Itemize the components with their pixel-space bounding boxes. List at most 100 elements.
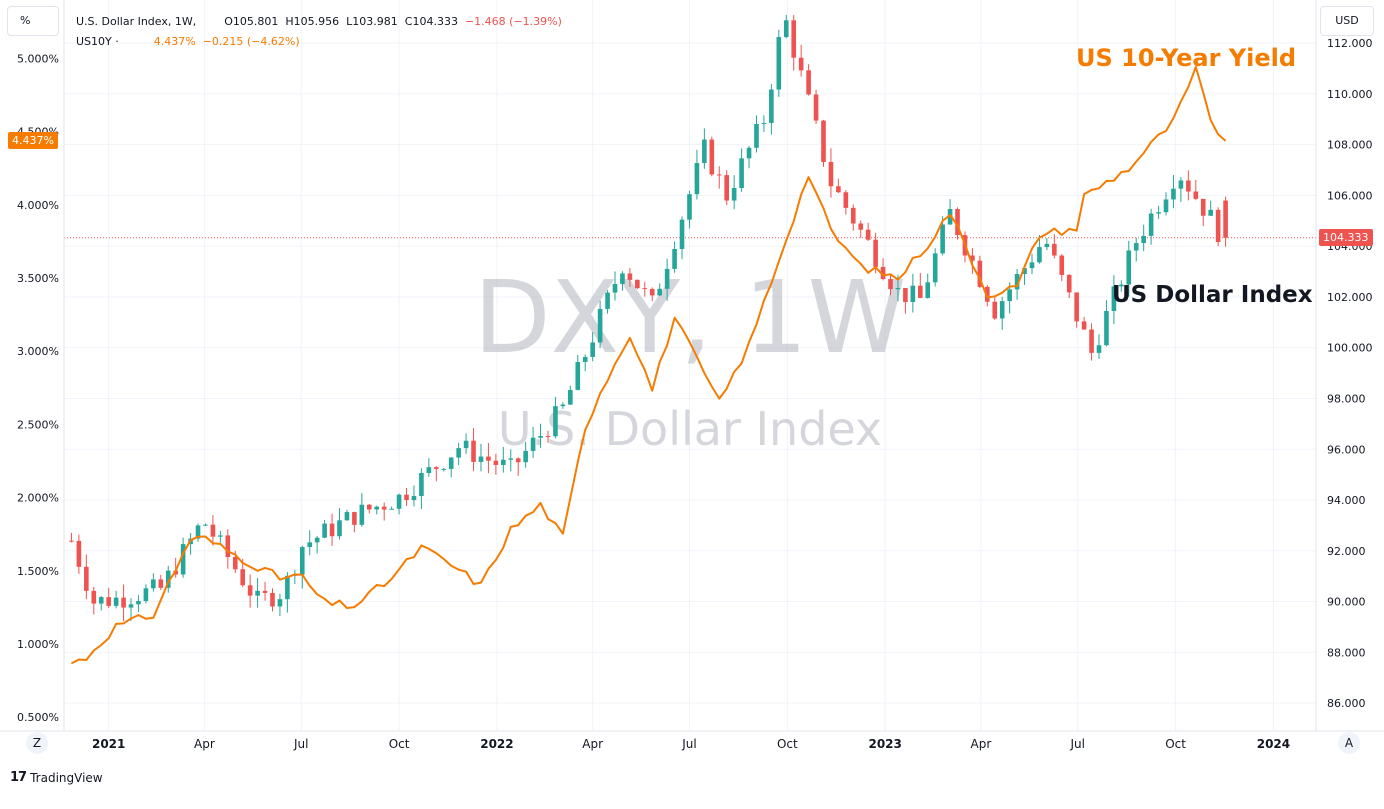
- candle: [195, 523, 201, 542]
- candle: [1141, 224, 1146, 252]
- candle-body: [1089, 329, 1094, 353]
- candle: [1029, 253, 1035, 275]
- right-axis-unit[interactable]: USD: [1320, 6, 1374, 36]
- time-tick-label: Apr: [582, 737, 603, 751]
- candle: [366, 504, 372, 514]
- candle-body: [113, 597, 119, 606]
- candle-body: [285, 575, 290, 600]
- candle: [813, 89, 819, 125]
- time-axis[interactable]: 2021 Apr Jul Oct 2022 Apr Jul Oct 2023 Apr Jul Oct 2…: [92, 737, 1290, 751]
- candle-body: [1014, 273, 1020, 290]
- left-tick-label: 1.000%: [17, 638, 59, 651]
- candle: [359, 492, 365, 527]
- candle: [1148, 208, 1154, 245]
- candle-body: [828, 161, 834, 187]
- candle: [352, 511, 357, 533]
- tradingview-brand[interactable]: 17 TradingView: [10, 770, 103, 785]
- candle: [806, 64, 811, 96]
- candle-body: [1044, 243, 1050, 248]
- candle-body: [1052, 243, 1057, 256]
- candle: [322, 519, 327, 539]
- candle-body: [478, 456, 484, 462]
- candle-body: [1171, 188, 1176, 200]
- candle: [858, 220, 864, 238]
- candle: [880, 258, 886, 281]
- candle: [553, 396, 558, 439]
- candle: [448, 457, 454, 478]
- candle-body: [1148, 213, 1154, 236]
- legend-row-us10y[interactable]: US10Y · 4.437% −0.215 (−4.62%): [76, 32, 562, 52]
- candle-body: [515, 458, 521, 463]
- candle: [1104, 300, 1109, 347]
- candle: [1193, 179, 1199, 201]
- candle-body: [426, 467, 432, 473]
- candle-body: [1126, 250, 1132, 285]
- candle-body: [411, 496, 417, 501]
- candle: [381, 502, 387, 521]
- candle-body: [322, 523, 327, 538]
- candle-body: [627, 273, 633, 280]
- candle-body: [1022, 268, 1027, 274]
- left-axis-unit: %: [20, 14, 31, 27]
- candle: [1059, 254, 1065, 282]
- candle: [165, 565, 171, 593]
- candle-body: [687, 194, 692, 220]
- candle-body: [910, 285, 916, 303]
- candle: [76, 534, 82, 574]
- candle-body: [203, 524, 208, 526]
- right-tick-label: 112.000: [1327, 37, 1373, 50]
- right-axis[interactable]: 86.000 88.000 90.000 92.000 94.000 96.000 98.0…: [1327, 37, 1373, 710]
- candle: [1200, 198, 1206, 227]
- left-tick-label: 4.000%: [17, 199, 59, 212]
- candle: [843, 190, 849, 215]
- dxy-annotation: US Dollar Index: [1112, 282, 1313, 308]
- candle: [486, 443, 491, 474]
- candle-body: [84, 566, 89, 591]
- candle: [970, 248, 975, 274]
- candle: [501, 446, 506, 473]
- time-tick-label: Apr: [194, 737, 215, 751]
- candle: [538, 423, 543, 448]
- candle-body: [940, 224, 945, 254]
- legend-dxy-name: U.S. Dollar Index, 1W,: [76, 15, 197, 28]
- candle-body: [218, 535, 223, 537]
- candle: [687, 190, 692, 229]
- time-tick-label: 2021: [92, 737, 125, 751]
- legend-us10y-dot: ·: [115, 35, 119, 48]
- left-axis[interactable]: 0.500% 1.000% 1.500% 2.000% 2.500% 3.000% 3.50…: [17, 53, 59, 725]
- candle-body: [769, 89, 774, 124]
- candle-body: [538, 436, 543, 438]
- candle: [679, 216, 685, 260]
- candle: [999, 296, 1005, 330]
- right-tick-label: 90.000: [1327, 596, 1366, 609]
- candle-body: [1029, 262, 1035, 269]
- candle: [426, 458, 432, 477]
- candle-body: [299, 547, 305, 575]
- candle: [977, 255, 983, 289]
- legend-row-dxy[interactable]: U.S. Dollar Index, 1W, O105.801 H105.956…: [76, 12, 562, 32]
- right-tick-label: 96.000: [1327, 443, 1366, 456]
- candle: [1171, 175, 1176, 209]
- time-tick-label: Oct: [389, 737, 410, 751]
- candle: [694, 149, 700, 200]
- candle: [247, 574, 253, 608]
- candle-body: [813, 94, 819, 121]
- legend-dxy-low: L103.981: [346, 15, 398, 28]
- candle-body: [136, 601, 141, 605]
- candle: [664, 258, 670, 301]
- candle: [828, 148, 834, 198]
- candle-body: [433, 467, 439, 469]
- candle-body: [463, 440, 469, 449]
- candle: [158, 574, 164, 590]
- candle: [136, 595, 141, 612]
- left-tick-label: 2.000%: [17, 492, 59, 505]
- candle-body: [635, 279, 640, 289]
- candle-body: [605, 292, 610, 309]
- dxy-last-price-tag: 104.333: [1319, 229, 1373, 247]
- log-scale-button[interactable]: Z: [26, 732, 48, 754]
- legend-us10y-name: US10Y: [76, 35, 112, 48]
- candle-body: [329, 523, 335, 537]
- candle-body: [553, 406, 558, 437]
- auto-scale-button[interactable]: A: [1338, 732, 1360, 754]
